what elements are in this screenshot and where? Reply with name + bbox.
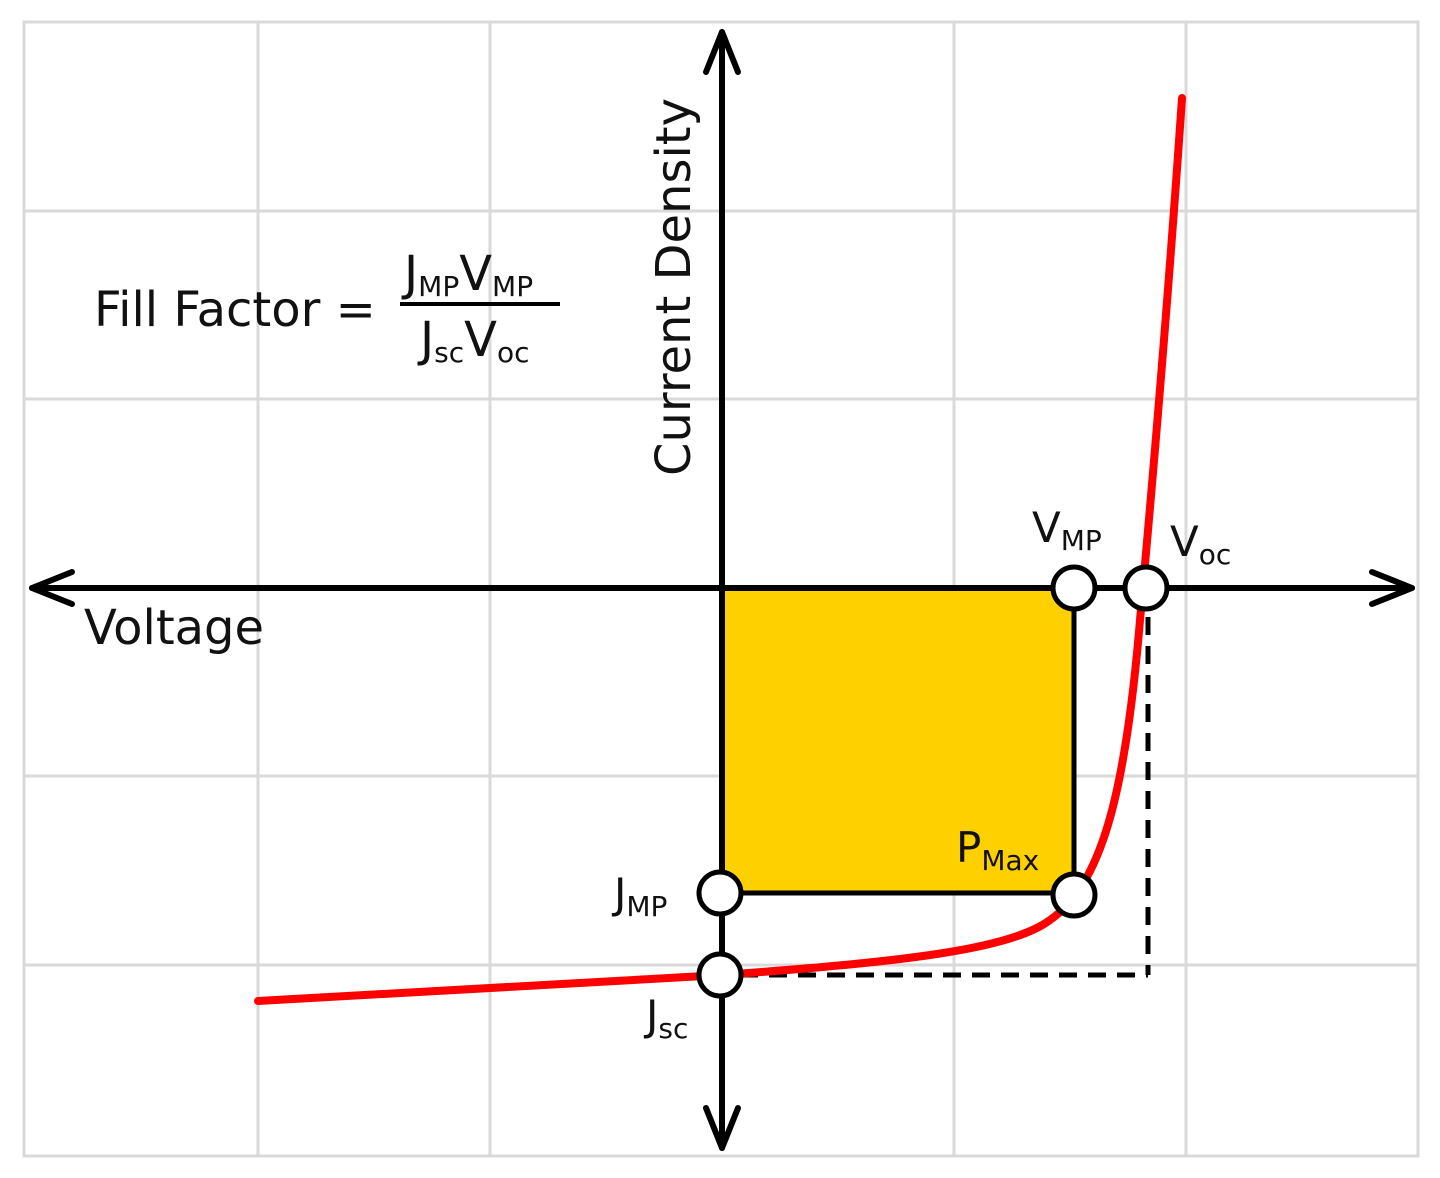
jv-curve xyxy=(254,94,1186,1005)
arrow-head-icon xyxy=(703,29,741,75)
den-j: J xyxy=(417,312,434,368)
jmp-label: JMP xyxy=(611,869,667,923)
jmp-main: J xyxy=(611,869,626,918)
point-markers xyxy=(696,564,1170,999)
pmax-sub: Max xyxy=(981,844,1039,877)
formula-lhs: Fill Factor = xyxy=(94,282,376,338)
pmax-label: PMax xyxy=(956,823,1039,877)
jsc-sub: sc xyxy=(658,1012,688,1045)
den-j-sub: sc xyxy=(434,336,464,369)
num-j: J xyxy=(401,246,418,302)
circle-marker-icon xyxy=(1122,564,1170,612)
arrow-head-icon xyxy=(703,1105,741,1151)
voc-main: V xyxy=(1170,517,1199,566)
vmp-label: VMP xyxy=(1032,503,1102,557)
formula-denominator: JscVoc xyxy=(417,312,530,369)
circle-marker-icon xyxy=(1050,871,1098,919)
fill-factor-formula: Fill Factor = JMPVMP JscVoc xyxy=(94,246,560,369)
arrow-head-icon xyxy=(29,569,75,607)
jsc-label: Jsc xyxy=(643,991,688,1045)
num-v: V xyxy=(459,246,492,302)
voc-sub: oc xyxy=(1199,538,1232,571)
arrow-head-icon xyxy=(1369,569,1415,607)
formula-numerator: JMPVMP xyxy=(401,246,533,303)
den-v: V xyxy=(464,312,497,368)
jsc-main: J xyxy=(643,991,658,1040)
vmp-sub: MP xyxy=(1061,524,1102,557)
jsc-voc-dashed-outline xyxy=(740,588,1151,978)
circle-marker-icon xyxy=(696,869,744,917)
num-j-sub: MP xyxy=(418,270,459,303)
circle-marker-icon xyxy=(696,951,744,999)
vmp-main: V xyxy=(1032,503,1061,552)
y-axis-label: Current Density xyxy=(646,98,702,476)
voc-label: Voc xyxy=(1170,517,1231,571)
x-axis-label: Voltage xyxy=(84,600,264,656)
den-v-sub: oc xyxy=(497,336,530,369)
pmax-main: P xyxy=(956,823,981,872)
grid-border xyxy=(22,20,1420,1158)
circle-marker-icon xyxy=(1050,564,1098,612)
jmp-sub: MP xyxy=(626,890,667,923)
num-v-sub: MP xyxy=(492,270,533,303)
